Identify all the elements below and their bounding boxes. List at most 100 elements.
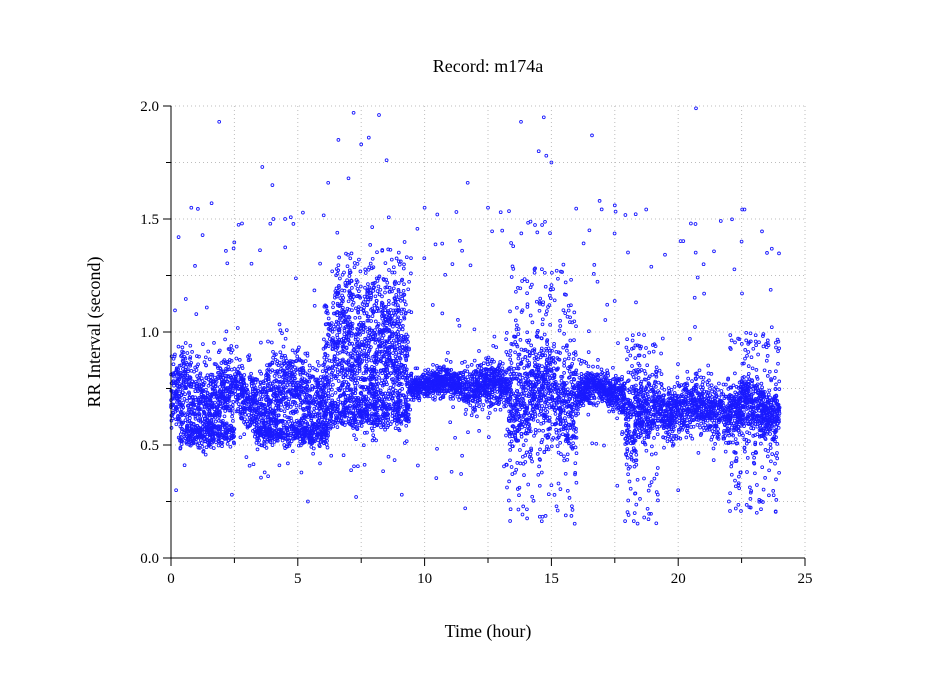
data-point [346,375,350,380]
data-point [222,396,227,401]
data-point [313,367,317,372]
data-point [551,359,556,364]
data-point [623,437,628,441]
data-point [520,420,525,424]
data-point [307,375,312,380]
data-point [289,368,294,373]
data-point [230,406,235,411]
data-point [323,344,328,348]
data-point [272,374,277,378]
data-point [518,407,522,412]
data-point [313,378,317,382]
data-point [266,377,271,381]
data-point [223,369,228,374]
data-point [399,382,404,387]
data-point [182,397,187,401]
data-point [320,369,325,374]
data-point [190,379,195,384]
data-point [404,370,409,375]
data-point [539,336,544,341]
data-point [363,369,368,374]
data-point [319,403,324,408]
data-point [322,362,327,367]
data-point [268,412,272,416]
data-point [517,418,522,422]
data-point [508,458,512,463]
data-point [527,413,532,417]
data-point [285,406,290,410]
data-point [195,374,199,378]
data-point [625,447,630,451]
data-point [198,371,203,376]
data-point [397,360,402,365]
data-point [272,410,276,414]
data-point [279,408,283,413]
data-point [475,414,479,419]
data-point [624,431,628,435]
data-point [448,360,453,364]
data-point [223,337,227,342]
data-point [175,371,180,376]
data-point [227,395,232,399]
data-point [305,351,310,356]
data-point [272,394,276,398]
data-point [225,379,230,384]
data-point [238,377,243,381]
data-point [361,371,366,376]
data-point [533,414,538,419]
data-point [353,351,357,356]
data-point [226,365,231,369]
data-point [529,416,534,421]
data-point [197,400,201,404]
data-point [294,359,298,364]
data-point [181,390,185,395]
data-point [301,365,305,370]
data-point [391,351,395,355]
data-point [229,358,234,363]
data-point [330,269,335,274]
data-point [520,375,525,380]
data-point [229,344,234,348]
data-point [245,425,250,430]
data-point [515,426,520,430]
data-point [183,369,188,374]
data-point [254,393,258,398]
data-point [381,322,385,327]
data-point [508,372,513,377]
data-point [535,419,540,423]
data-point [216,376,221,380]
data-point [374,376,379,381]
data-point [481,403,486,407]
data-point [186,367,190,372]
data-point [388,385,393,390]
data-point [271,349,275,354]
data-point [189,404,193,409]
data-point [355,345,360,350]
data-point [183,373,188,378]
data-point [303,351,308,356]
data-point [293,388,298,393]
data-point [279,379,284,384]
data-point [294,395,298,399]
data-point [197,377,201,382]
data-point [355,381,360,385]
data-point [387,327,391,332]
data-point [371,354,375,359]
data-point [254,391,258,396]
data-point [202,380,207,385]
data-point [554,430,559,435]
data-point [298,398,303,403]
data-point [358,332,362,337]
data-point [208,375,213,379]
data-point [195,354,199,358]
data-point [596,400,600,405]
data-point [321,389,326,394]
data-point [252,422,257,427]
data-point [258,405,263,410]
data-point [222,379,226,384]
data-point [401,324,405,328]
data-point [554,427,558,432]
data-point [300,389,305,394]
data-point [596,358,600,362]
data-point [194,383,199,388]
